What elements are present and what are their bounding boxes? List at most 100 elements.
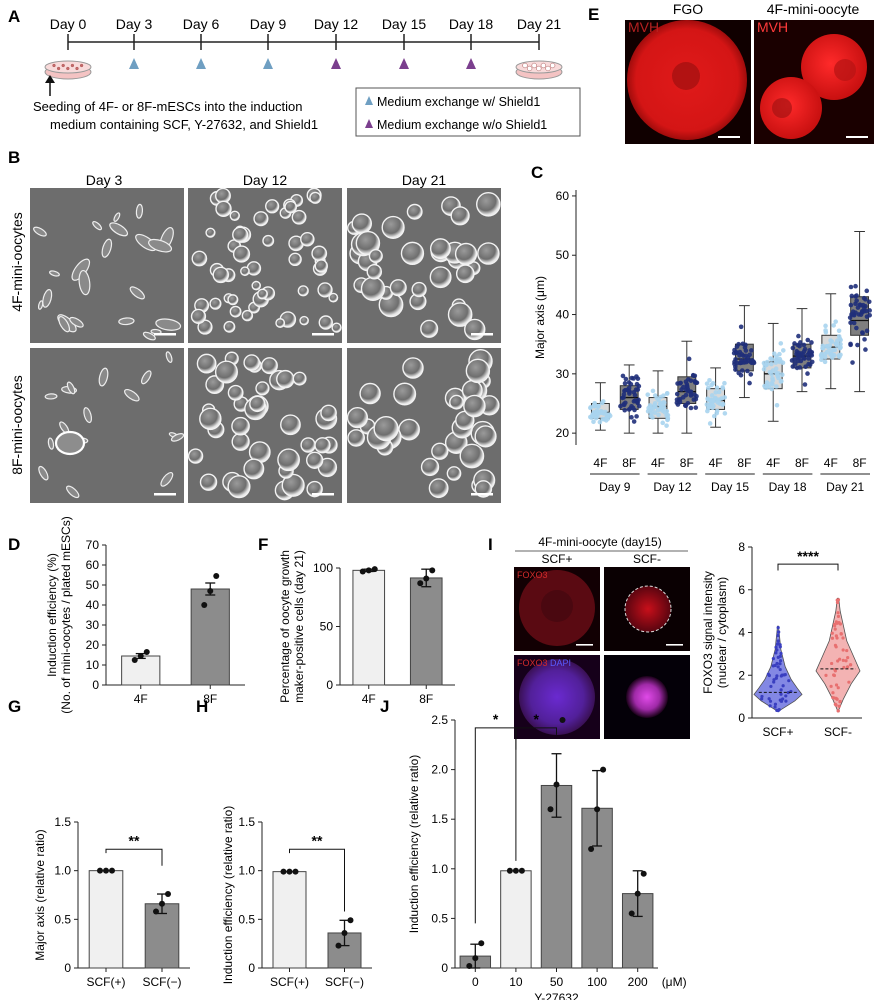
- data-point: [683, 392, 689, 398]
- y-tick-label: 2: [738, 668, 745, 682]
- micrograph-4f-day3: [30, 188, 184, 343]
- timeline-day-label: Day 0: [50, 16, 87, 32]
- data-point: [769, 381, 774, 386]
- panel-i-images: 4F-mini-oocyte (day15) SCF+ SCF- FOXO3 F…: [514, 535, 690, 739]
- cell: [148, 238, 173, 253]
- bar: [121, 655, 161, 686]
- data-point: [690, 372, 696, 378]
- significance-label: ****: [797, 548, 819, 564]
- cell: [474, 425, 497, 448]
- data-point: [660, 408, 665, 413]
- data-point: [640, 870, 647, 877]
- significance-bracket: [105, 848, 163, 866]
- data-point: [839, 631, 843, 636]
- data-point: [656, 397, 661, 403]
- data-point: [805, 371, 810, 376]
- scale-bar: [312, 493, 334, 496]
- data-point: [664, 391, 670, 396]
- data-point: [634, 381, 640, 387]
- data-point: [472, 955, 479, 962]
- data-point: [588, 405, 594, 410]
- x-tick-label: 50: [550, 975, 564, 989]
- timeline-day-label: Day 3: [116, 16, 153, 32]
- data-point: [341, 929, 348, 936]
- cell: [129, 286, 145, 300]
- cell: [355, 230, 381, 256]
- y-axis-title: Induction efficiency (%): [45, 553, 59, 677]
- cell: [223, 320, 236, 333]
- x-axis-title: Y-27632: [534, 991, 579, 1000]
- data-point: [829, 684, 833, 688]
- data-point: [761, 366, 767, 372]
- panel-letter-d: D: [8, 535, 20, 554]
- cell: [109, 222, 129, 237]
- data-point: [109, 867, 115, 874]
- data-point: [733, 349, 739, 355]
- data-point: [784, 699, 788, 703]
- data-point: [835, 697, 839, 701]
- x-tick-label: SCF(−): [325, 975, 364, 989]
- data-point: [743, 348, 749, 353]
- data-point: [652, 410, 658, 415]
- data-point: [780, 348, 786, 353]
- chart-j-y27632: 0 0.5 1.0 1.5 2.0 2.5 Induction efficiency (re…: [407, 711, 687, 1000]
- data-point: [665, 417, 670, 422]
- cell: [160, 471, 174, 487]
- cell: [347, 429, 365, 447]
- y-tick-label: 50: [86, 578, 100, 592]
- cell: [450, 206, 470, 226]
- cell: [38, 465, 49, 481]
- cell: [240, 266, 250, 277]
- data-point: [784, 694, 788, 698]
- data-point: [720, 386, 726, 391]
- cell: [411, 281, 427, 298]
- cell: [142, 331, 156, 341]
- timeline-note-line2: medium containing SCF, Y-27632, and Shie…: [50, 117, 318, 132]
- data-point: [867, 308, 872, 313]
- cell: [393, 382, 417, 406]
- data-point: [830, 636, 835, 640]
- data-point: [802, 346, 808, 352]
- data-point: [627, 406, 633, 411]
- cell: [191, 250, 208, 267]
- data-point: [774, 676, 778, 680]
- data-point: [417, 580, 424, 587]
- data-point: [506, 867, 513, 874]
- cell: [227, 294, 239, 306]
- data-point: [774, 645, 778, 649]
- data-point: [733, 364, 738, 370]
- dish-cell-icon: [61, 63, 65, 68]
- data-point: [770, 376, 775, 381]
- x-tick-label: 8F: [622, 456, 636, 470]
- data-point: [833, 624, 837, 628]
- data-point: [649, 410, 654, 416]
- cell: [306, 451, 324, 469]
- y-tick-label: 50: [556, 248, 570, 262]
- cell: [255, 381, 270, 396]
- data-point: [738, 372, 744, 378]
- cell: [455, 264, 475, 284]
- data-point: [478, 940, 485, 947]
- cell: [232, 226, 249, 243]
- cell: [366, 264, 383, 280]
- data-point: [660, 420, 666, 426]
- cell: [476, 191, 501, 217]
- data-point: [820, 345, 826, 351]
- x-tick-label: 4F: [709, 456, 723, 470]
- data-point: [836, 328, 842, 334]
- data-point: [849, 663, 853, 667]
- data-point: [768, 699, 773, 703]
- data-point: [863, 297, 868, 302]
- data-point: [781, 697, 785, 701]
- cell: [477, 242, 500, 265]
- cell: [373, 416, 399, 442]
- data-point: [801, 342, 807, 348]
- scf-plus-oocyte-inner: [541, 590, 573, 622]
- data-point: [853, 294, 858, 299]
- column-label-day21: Day 21: [402, 172, 447, 188]
- data-point: [773, 360, 779, 365]
- data-point: [766, 672, 770, 676]
- mini-oocyte-2-nucleus: [772, 98, 792, 118]
- x-tick-label: 10: [509, 975, 523, 989]
